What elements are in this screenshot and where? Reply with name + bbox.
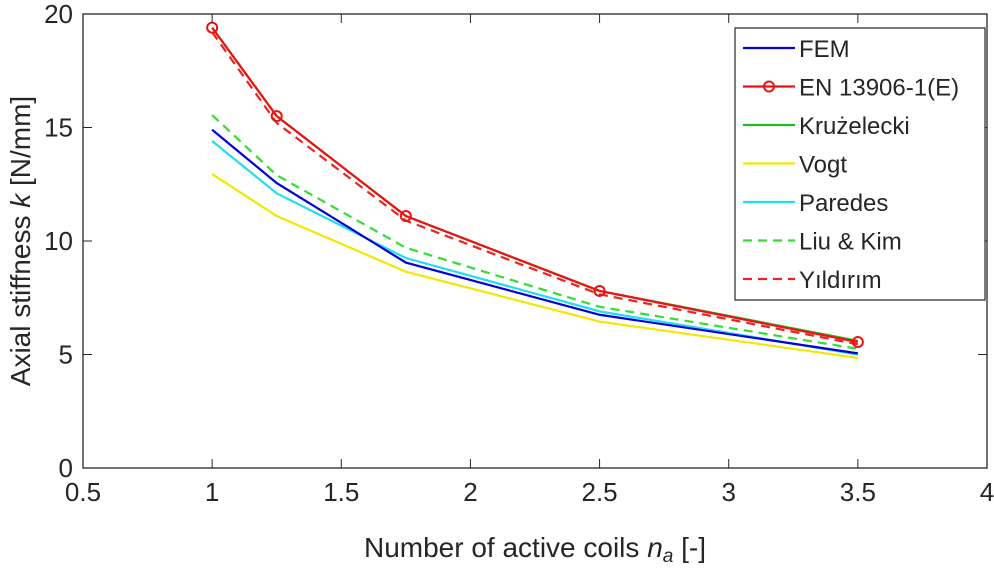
series-line-4	[211, 140, 859, 356]
x-tick-label: 2.5	[581, 477, 617, 507]
series-line-5	[211, 114, 859, 350]
legend-label: Yıldırım	[799, 267, 882, 294]
data-point-marker	[399, 210, 412, 223]
legend-label: EN 13906-1(E)	[799, 75, 959, 102]
y-tick-label: 15	[44, 113, 73, 143]
legend-label: Vogt	[799, 152, 847, 179]
x-tick-label: 4	[980, 477, 994, 507]
data-point-marker	[593, 284, 606, 297]
axes-layer: 0.5 1 1.5 2 2.5 3 3.5 4 0 5 10 15 20	[44, 0, 994, 507]
series-line-0	[211, 128, 859, 355]
series-line-1	[211, 26, 859, 344]
data-point-marker	[851, 336, 864, 349]
legend: FEM EN 13906-1(E) Krużelecki Vogt Paredes Liu…	[734, 27, 986, 301]
x-axis-label: Number of active coils na [-]	[364, 532, 706, 564]
y-tick-label: 20	[44, 0, 73, 29]
legend-label: Liu & Kim	[799, 229, 902, 256]
x-tick-label: 0.5	[65, 477, 101, 507]
x-tick-label: 3.5	[840, 477, 876, 507]
x-tick-label: 2	[463, 477, 477, 507]
legend-label: Paredes	[799, 190, 888, 217]
legend-label: FEM	[799, 36, 850, 63]
y-axis-label: Axial stiffness k [N/mm]	[5, 96, 36, 386]
series-line-3	[211, 173, 859, 359]
legend-label: Krużelecki	[799, 113, 910, 140]
legend-marker	[763, 80, 775, 93]
data-point-marker	[270, 110, 283, 123]
y-tick-label: 10	[44, 226, 73, 256]
y-tick-label: 5	[59, 340, 73, 370]
x-tick-label: 1	[205, 477, 219, 507]
y-tick-label: 0	[59, 453, 73, 483]
x-tick-label: 3	[721, 477, 735, 507]
x-tick-label: 1.5	[323, 477, 359, 507]
series-layer	[206, 21, 864, 359]
